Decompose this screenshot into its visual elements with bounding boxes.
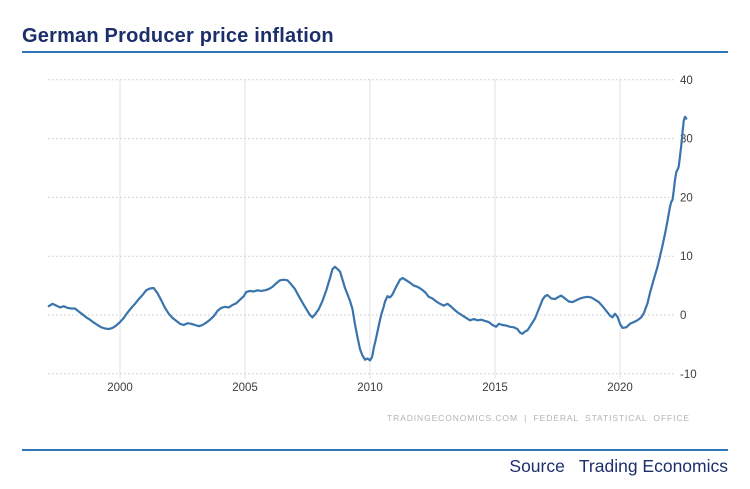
y-axis-tick-label: -10 — [680, 369, 697, 381]
x-axis-tick-label: 2010 — [357, 382, 383, 394]
y-axis-tick-label: 10 — [680, 251, 693, 263]
footer-rule — [22, 449, 728, 451]
x-axis-tick-label: 2020 — [607, 382, 633, 394]
title-underline — [22, 51, 728, 53]
x-axis-tick-label: 2015 — [482, 382, 508, 394]
x-axis-tick-label: 2005 — [232, 382, 258, 394]
source-value: Trading Economics — [578, 456, 728, 476]
series-line — [47, 115, 688, 362]
x-axis-tick-label: 2000 — [107, 382, 133, 394]
watermark: TRADINGECONOMICS.COM | FEDERAL STATISTIC… — [387, 413, 690, 423]
y-axis-tick-label: 40 — [680, 75, 693, 87]
source-label: Source — [509, 456, 565, 476]
page-title: German Producer price inflation — [22, 25, 334, 47]
y-axis-tick-label: 20 — [680, 192, 693, 204]
source-line: Source Trading Economics — [509, 456, 728, 477]
y-axis-tick-label: 0 — [680, 310, 686, 322]
